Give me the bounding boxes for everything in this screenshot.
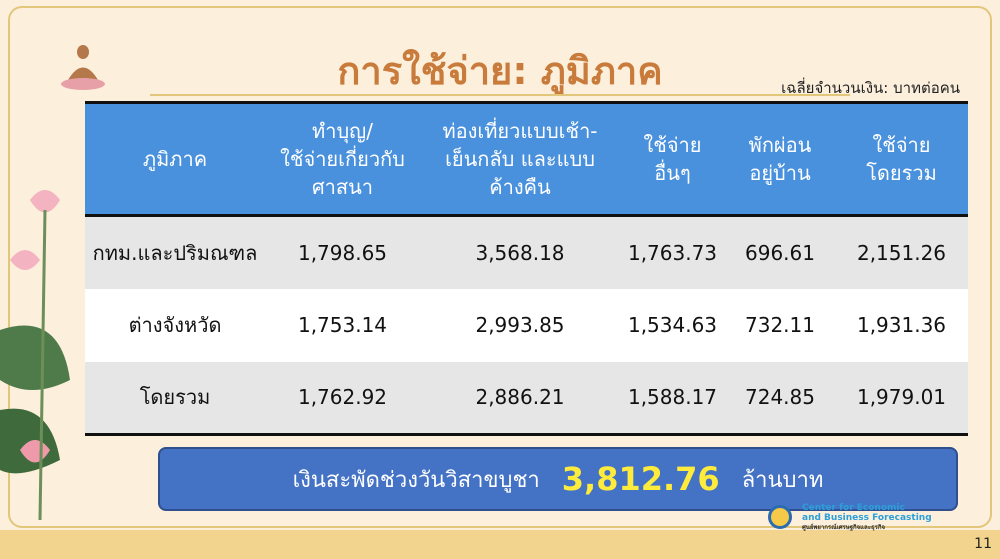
header-travel: ท่องเที่ยวแบบเช้า- เย็นกลับ และแบบ ค้างค… [420,102,620,217]
buddha-icon [61,45,105,90]
decorative-frame [8,6,992,528]
logo-line-1: Center for Economic [802,503,905,513]
table-header-row: ภูมิภาค ทำบุญ/ ใช้จ่ายเกี่ยวกับ ศาสนา ท่… [85,102,968,217]
cell: 1,798.65 [265,215,420,289]
cell: ต่างจังหวัด [85,288,265,362]
cell: 1,931.36 [835,288,968,362]
cell: 1,588.17 [620,361,725,435]
banner-label: เงินสะพัดช่วงวันวิสาขบูชา [292,467,540,493]
cell: 724.85 [725,361,835,435]
cell: กทม.และปริมณฑล [85,215,265,289]
cell: 732.11 [725,288,835,362]
header-home: พักผ่อน อยู่บ้าน [725,102,835,217]
cell: 2,151.26 [835,215,968,289]
total-spending-banner: เงินสะพัดช่วงวันวิสาขบูชา 3,812.76 ล้านบ… [158,447,958,511]
lotus-decoration-icon [0,190,70,520]
cell: 1,534.63 [620,288,725,362]
cell: 1,762.92 [265,361,420,435]
cell: 1,763.73 [620,215,725,289]
header-merit: ทำบุญ/ ใช้จ่ายเกี่ยวกับ ศาสนา [265,102,420,217]
page-number: 11 [974,536,992,552]
cell: 1,979.01 [835,361,968,435]
cell: 3,568.18 [420,215,620,289]
logo-line-3: ศูนย์พยากรณ์เศรษฐกิจและธุรกิจ [802,524,885,531]
footer-band [0,530,1000,559]
spending-by-region-table: ภูมิภาค ทำบุญ/ ใช้จ่ายเกี่ยวกับ ศาสนา ท่… [85,101,968,436]
banner-unit: ล้านบาท [741,467,824,493]
logo-line-2: and Business Forecasting [802,513,932,523]
organization-name: Center for Economic and Business Forecas… [802,503,932,533]
table-row: โดยรวม 1,762.92 2,886.21 1,588.17 724.85… [85,361,968,435]
cell: โดยรวม [85,361,265,435]
unit-note: เฉลี่ยจำนวนเงิน: บาทต่อคน [781,79,960,97]
organization-logo-icon [768,505,792,529]
header-region: ภูมิภาค [85,102,265,217]
cell: 2,993.85 [420,288,620,362]
page-title: การใช้จ่าย: ภูมิภาค [337,49,663,93]
header-other: ใช้จ่าย อื่นๆ [620,102,725,217]
cell: 2,886.21 [420,361,620,435]
table-row: ต่างจังหวัด 1,753.14 2,993.85 1,534.63 7… [85,288,968,362]
cell: 696.61 [725,215,835,289]
cell: 1,753.14 [265,288,420,362]
header-total: ใช้จ่าย โดยรวม [835,102,968,217]
banner-value: 3,812.76 [561,460,720,498]
table-row: กทม.และปริมณฑล 1,798.65 3,568.18 1,763.7… [85,215,968,289]
title-divider [150,94,850,96]
